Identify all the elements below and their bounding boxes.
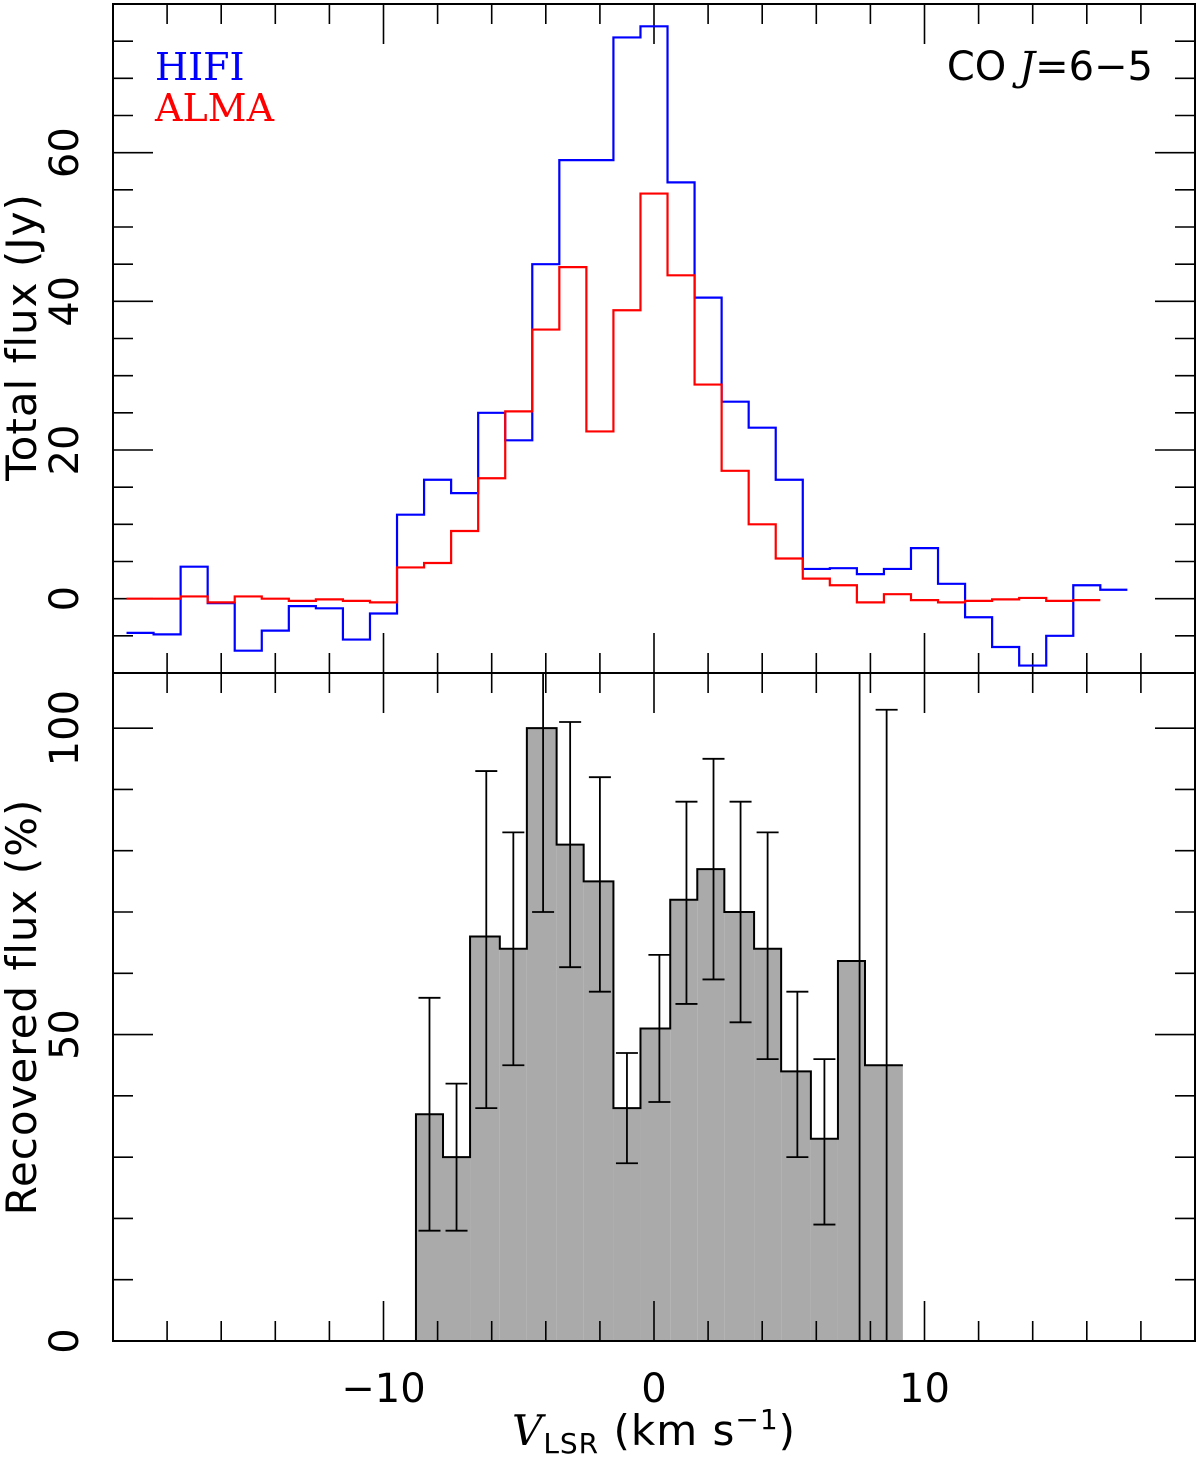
error-bar — [615, 1052, 638, 1165]
series-alma-line — [126, 192, 1101, 604]
error-bar — [588, 776, 611, 993]
error-bar — [502, 831, 525, 1067]
x-tick-label: 0 — [641, 1366, 666, 1412]
top-panel-frame — [112, 3, 1196, 674]
transition-annotation: CO J=6−5 — [947, 44, 1153, 90]
bottom-panel-y-tick-labels: 0 50 100 — [42, 690, 88, 1354]
bottom-panel-frame — [112, 672, 1196, 1342]
error-bar — [729, 800, 752, 1024]
error-bar — [702, 757, 725, 981]
recovered-flux-bar — [724, 912, 755, 1341]
x-axis-label: VLSR (km s−1) — [512, 1403, 796, 1459]
recovered-flux-bar — [583, 881, 614, 1341]
bottom-y-tick-label: 0 — [42, 1328, 88, 1353]
recovered-flux-outline — [414, 727, 903, 1341]
recovered-flux-bar — [470, 936, 500, 1341]
error-bar — [875, 708, 898, 1341]
top-y-tick-label: 40 — [42, 276, 88, 327]
recovered-flux-bar — [670, 899, 698, 1341]
top-y-tick-label: 0 — [42, 586, 88, 611]
error-bar — [532, 673, 555, 913]
top-panel-ticks — [113, 4, 1195, 673]
error-bar — [475, 770, 498, 1110]
error-bar — [786, 990, 809, 1159]
error-bar — [559, 721, 582, 969]
recovered-flux-bar — [837, 961, 865, 1341]
error-bar — [756, 831, 779, 1060]
recovered-flux-bar — [640, 1028, 671, 1341]
top-y-tick-label: 20 — [42, 425, 88, 476]
legend-hifi: HIFI — [155, 45, 245, 89]
x-label-unit: (km s — [599, 1406, 735, 1455]
x-label-sub: LSR — [543, 1427, 599, 1459]
error-bar — [445, 1082, 468, 1232]
series-hifi-line — [126, 25, 1128, 667]
annotation-species: CO — [947, 44, 1019, 90]
bottom-y-tick-label: 50 — [42, 1009, 88, 1060]
error-bar — [813, 1058, 836, 1226]
top-panel-y-tick-labels: 0 20 40 60 — [42, 127, 88, 611]
error-bar — [675, 800, 698, 1005]
bottom-panel-error-bars — [418, 673, 898, 1341]
recovered-flux-bar — [864, 1065, 903, 1341]
recovered-flux-bar — [526, 728, 557, 1341]
x-label-sup: −1 — [735, 1403, 778, 1436]
recovered-flux-bar — [697, 869, 725, 1341]
legend-alma: ALMA — [154, 86, 275, 130]
x-label-v: V — [512, 1406, 546, 1455]
bottom-panel: 0 50 100 −10 0 10 Recovered flux (%) VLSR (k… — [0, 672, 1196, 1459]
bottom-panel-bars — [414, 727, 903, 1341]
annotation-transition: =6−5 — [1035, 44, 1153, 90]
top-y-tick-label: 60 — [42, 127, 88, 178]
top-y-axis-label: Total flux (Jy) — [0, 193, 46, 482]
error-bar — [418, 996, 441, 1232]
bottom-panel-ticks — [113, 673, 1195, 1341]
x-tick-label: 10 — [899, 1366, 950, 1412]
x-tick-label: −10 — [341, 1366, 425, 1412]
bottom-y-tick-label: 100 — [42, 690, 88, 766]
x-label-close: ) — [779, 1406, 796, 1455]
x-tick-labels: −10 0 10 — [341, 1366, 950, 1412]
bottom-y-axis-label: Recovered flux (%) — [0, 799, 46, 1216]
recovered-flux-bar — [781, 1071, 811, 1341]
top-panel-series — [126, 25, 1128, 667]
error-bar — [648, 954, 671, 1103]
top-panel: 0 20 40 60 Total flux (Jy) HIFI ALMA CO J=6… — [0, 3, 1196, 674]
